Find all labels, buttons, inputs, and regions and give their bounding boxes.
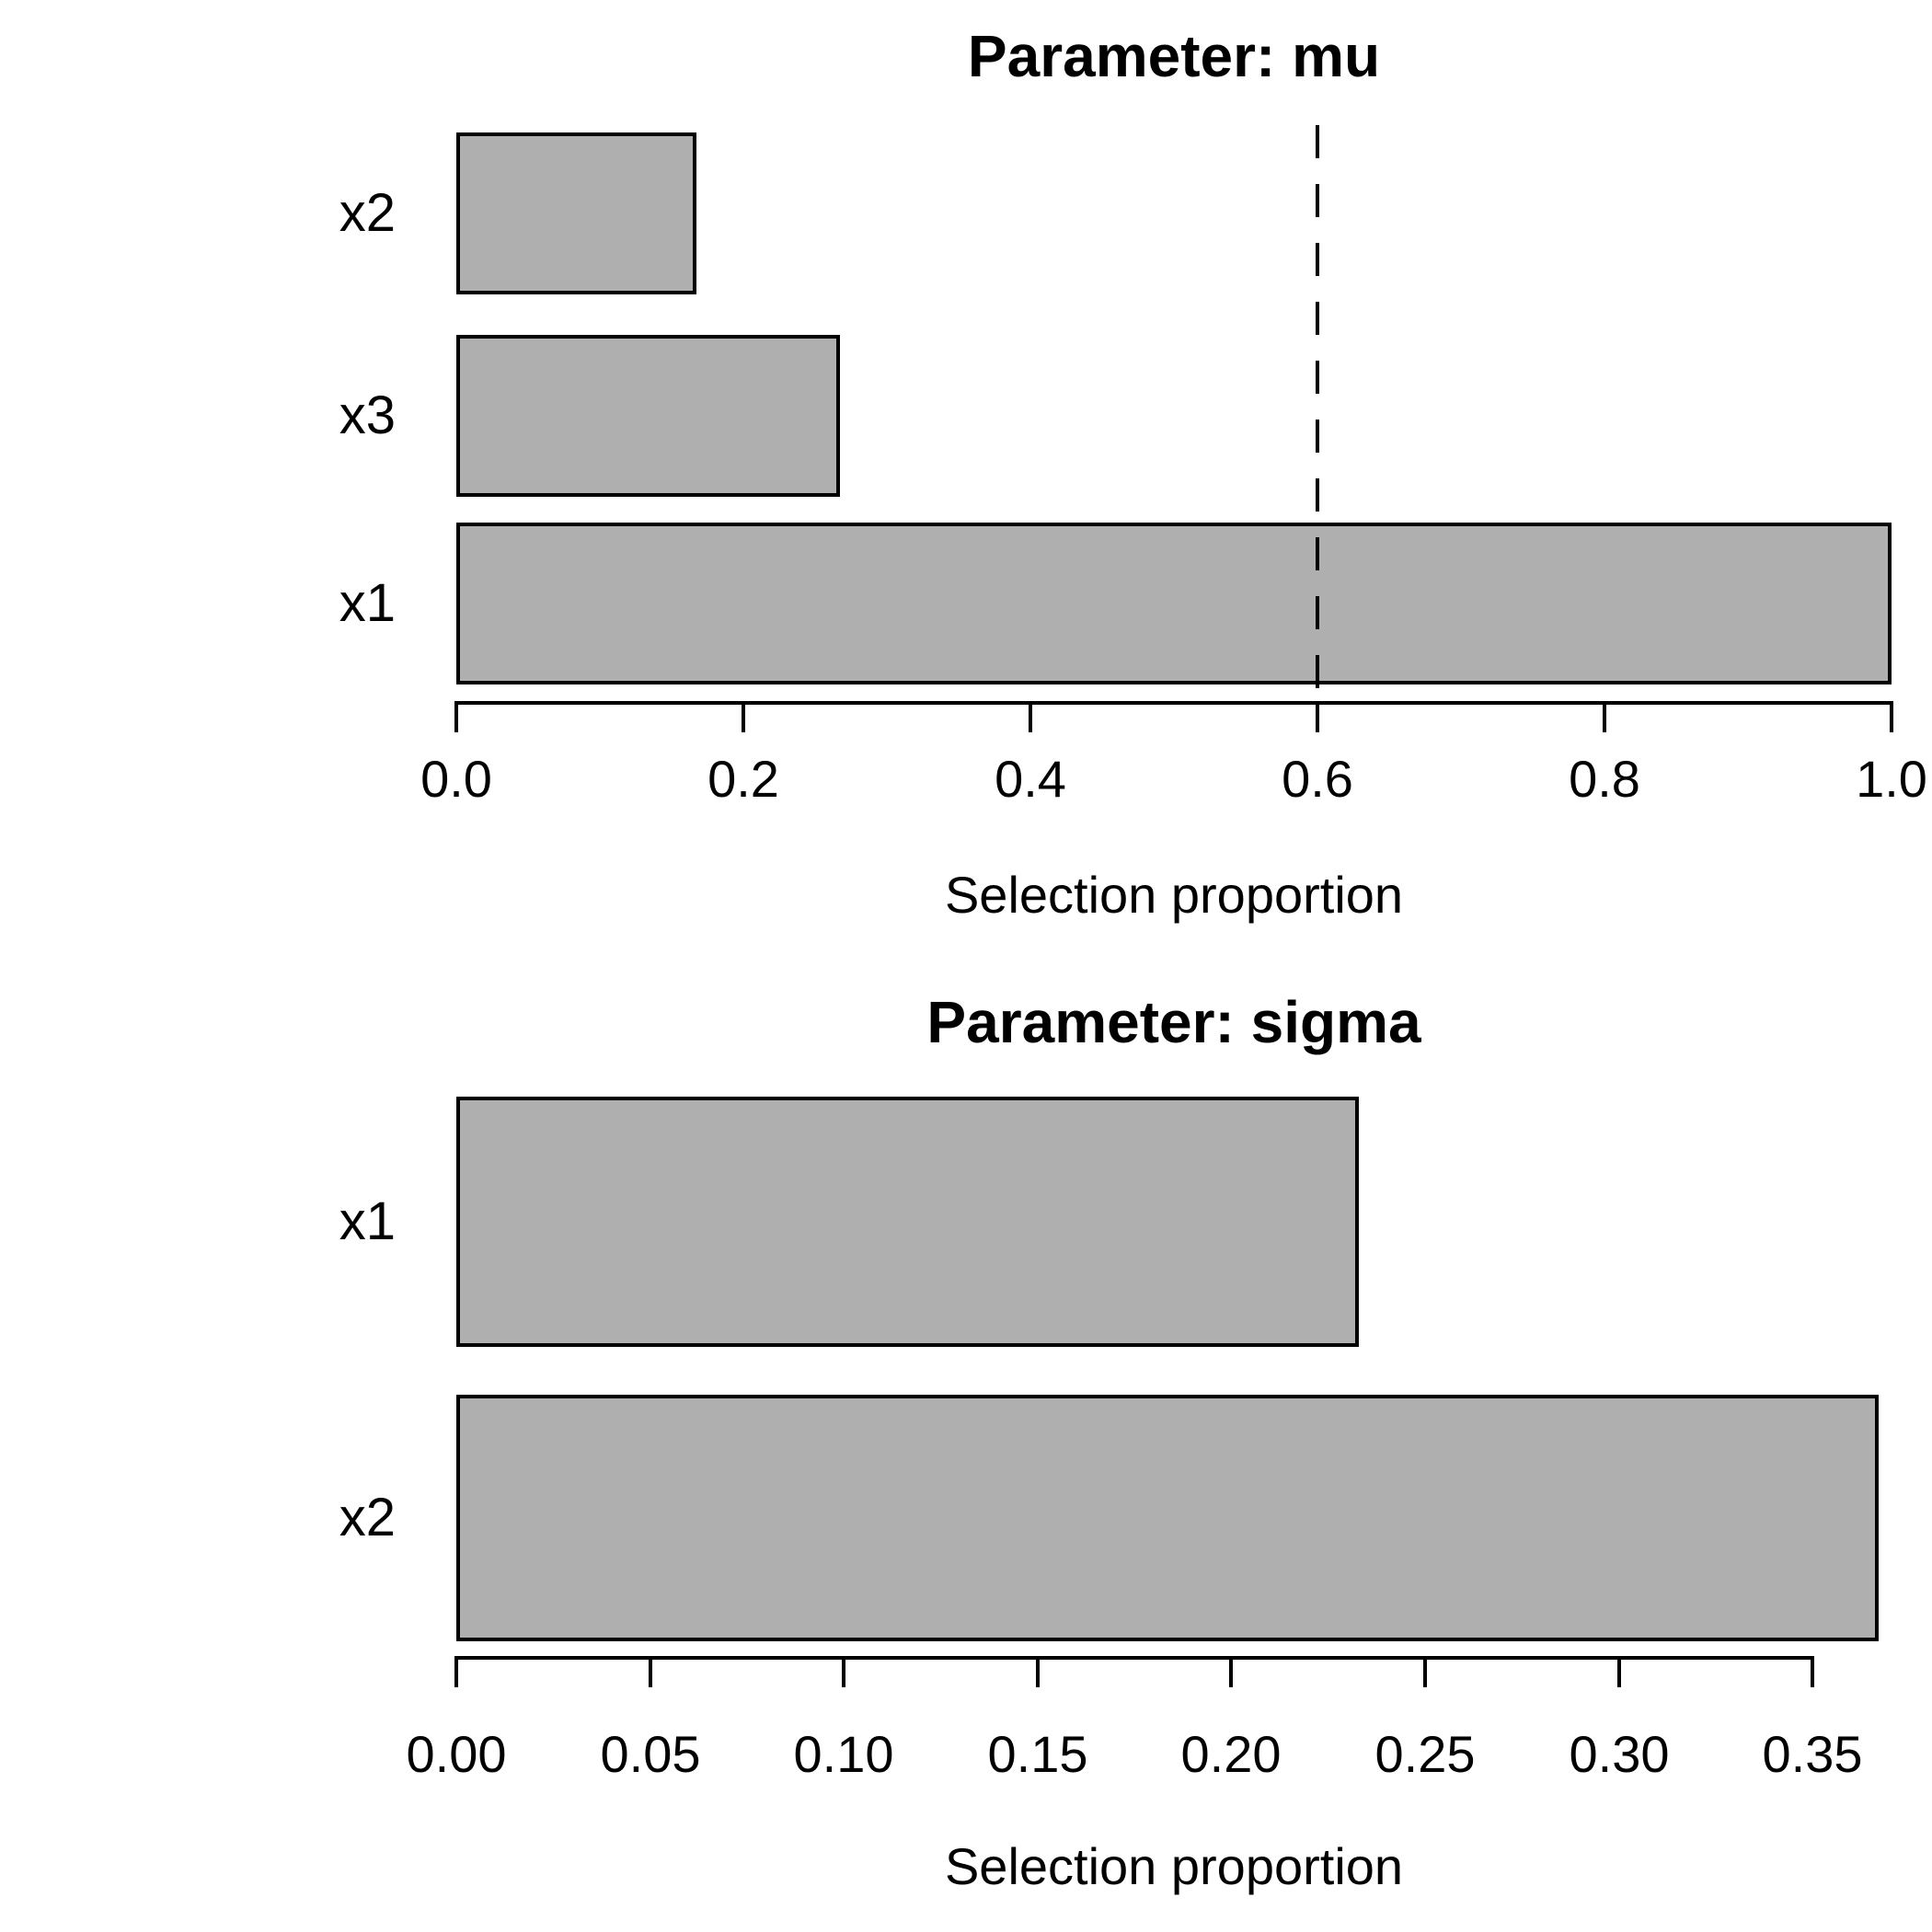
x-axis-label: Selection proportion bbox=[944, 1837, 1404, 1895]
axis-tick-label: 0.30 bbox=[1569, 1725, 1670, 1783]
plot-area: x1 x2 0.00 0.05 0.10 0.15 0.20 0.25 0.30 0.35 bbox=[0, 966, 1932, 1932]
bar-category-label: x3 bbox=[339, 385, 396, 445]
axis-tick-label: 1.0 bbox=[1856, 750, 1927, 808]
threshold-line bbox=[1316, 125, 1319, 701]
axis-tick-label: 0.6 bbox=[1282, 750, 1353, 808]
axis-tick-label: 0.35 bbox=[1762, 1725, 1863, 1783]
axis-tick-mark bbox=[1229, 1656, 1233, 1687]
x-axis-line bbox=[454, 1656, 1814, 1660]
axis-tick-mark bbox=[1603, 701, 1606, 732]
axis-tick-mark bbox=[1316, 701, 1319, 732]
chart-title: Parameter: mu bbox=[967, 23, 1381, 89]
axis-tick-mark bbox=[1890, 701, 1893, 732]
axis-tick-mark bbox=[842, 1656, 845, 1687]
axis-tick-mark bbox=[454, 701, 458, 732]
bar bbox=[456, 132, 696, 294]
bar bbox=[456, 1395, 1879, 1641]
axis-tick-label: 0.05 bbox=[600, 1725, 701, 1783]
chart-mu-panel: Parameter: mu x2 x3 x1 0.0 0.2 0.4 0.6 0.8 1.0 S… bbox=[339, 23, 1927, 924]
axis-tick-mark bbox=[742, 701, 745, 732]
plot-area: x2 x3 x1 0.0 0.2 0.4 0.6 0.8 1.0 bbox=[339, 125, 1927, 808]
axis-tick-label: 0.0 bbox=[420, 750, 492, 808]
bar-category-label: x1 bbox=[339, 1191, 396, 1251]
bar-category-label: x2 bbox=[339, 183, 396, 243]
axis-tick-mark bbox=[1423, 1656, 1427, 1687]
x-axis-line bbox=[454, 701, 1893, 705]
axis-tick-mark bbox=[1617, 1656, 1621, 1687]
bar bbox=[456, 523, 1892, 684]
bar bbox=[456, 335, 840, 497]
chart-sigma-panel: Parameter: sigma x1 x2 0.00 0.05 0.10 0.15 0.2… bbox=[0, 966, 1932, 1932]
axis-tick-label: 0.15 bbox=[987, 1725, 1088, 1783]
bar bbox=[456, 1097, 1359, 1347]
chart-title: Parameter: sigma bbox=[926, 989, 1421, 1055]
bar-category-label: x1 bbox=[339, 573, 396, 633]
axis-tick-mark bbox=[1811, 1656, 1814, 1687]
axis-tick-label: 0.10 bbox=[793, 1725, 894, 1783]
axis-tick-mark bbox=[1029, 701, 1032, 732]
axis-tick-label: 0.2 bbox=[707, 750, 779, 808]
bar-category-label: x2 bbox=[339, 1488, 396, 1547]
axis-tick-label: 0.25 bbox=[1374, 1725, 1476, 1783]
axis-tick-mark bbox=[649, 1656, 652, 1687]
axis-tick-label: 0.00 bbox=[406, 1725, 507, 1783]
x-axis-label: Selection proportion bbox=[944, 866, 1404, 924]
axis-tick-label: 0.4 bbox=[995, 750, 1066, 808]
axis-tick-mark bbox=[1036, 1656, 1040, 1687]
axis-tick-mark bbox=[454, 1656, 458, 1687]
axis-tick-label: 0.20 bbox=[1180, 1725, 1282, 1783]
axis-tick-label: 0.8 bbox=[1569, 750, 1640, 808]
